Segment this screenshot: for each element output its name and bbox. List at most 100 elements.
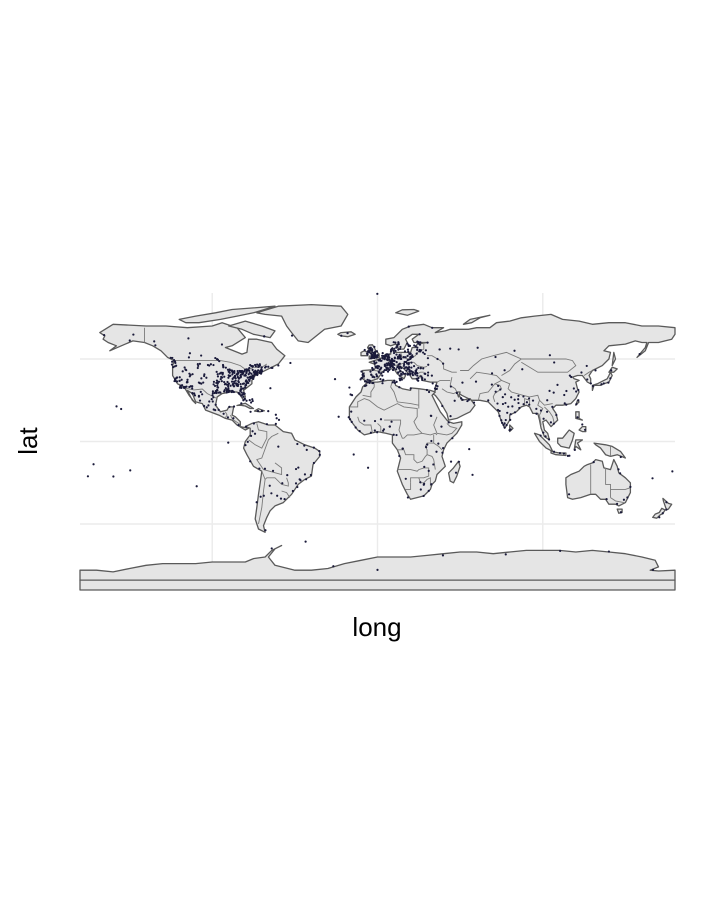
- data-point: [212, 396, 215, 399]
- data-point: [247, 373, 250, 376]
- data-point: [388, 425, 391, 428]
- country-borders: [144, 327, 631, 525]
- data-point: [379, 378, 382, 381]
- data-point: [671, 470, 674, 473]
- data-point: [196, 363, 199, 366]
- data-point: [245, 380, 248, 383]
- data-point: [366, 353, 369, 356]
- data-point: [375, 361, 378, 364]
- country-border: [416, 371, 424, 375]
- data-point: [249, 434, 253, 437]
- data-point: [607, 550, 610, 553]
- data-point: [305, 448, 308, 452]
- data-point: [416, 374, 419, 377]
- data-point: [392, 433, 395, 436]
- data-point: [350, 410, 353, 413]
- data-point: [260, 366, 263, 369]
- data-point: [497, 384, 500, 387]
- data-point: [254, 369, 257, 372]
- data-point: [232, 376, 235, 379]
- landmass-arctic-islands-1: [178, 305, 276, 324]
- data-point: [619, 455, 622, 459]
- landmasses: [79, 303, 676, 591]
- data-point: [260, 370, 264, 373]
- data-point: [267, 410, 270, 413]
- data-point: [277, 418, 281, 421]
- data-point: [414, 369, 417, 373]
- data-point: [509, 428, 512, 431]
- data-point: [503, 393, 507, 396]
- data-point: [175, 376, 179, 379]
- data-point: [385, 358, 389, 361]
- data-point: [256, 373, 259, 377]
- data-point: [263, 467, 267, 470]
- data-point: [407, 358, 410, 361]
- data-point: [432, 463, 435, 466]
- data-point: [219, 391, 222, 394]
- data-point: [427, 489, 430, 492]
- data-point: [617, 468, 620, 471]
- data-point: [191, 373, 194, 376]
- data-point: [427, 363, 430, 366]
- country-border: [544, 406, 555, 424]
- data-point: [251, 399, 254, 403]
- data-point: [220, 380, 223, 383]
- data-point: [395, 353, 398, 356]
- data-point: [376, 292, 379, 295]
- data-point: [388, 358, 391, 361]
- data-point: [258, 364, 262, 367]
- data-point: [392, 359, 395, 362]
- data-point: [216, 382, 219, 385]
- data-point: [191, 387, 194, 390]
- data-point: [411, 355, 414, 359]
- data-point: [227, 383, 230, 386]
- data-point: [198, 362, 201, 365]
- data-point: [360, 370, 363, 373]
- data-point: [224, 387, 227, 390]
- data-point: [441, 554, 445, 557]
- data-point: [251, 430, 254, 433]
- data-point: [232, 417, 235, 420]
- data-point: [363, 380, 367, 383]
- data-point: [442, 447, 445, 450]
- data-point: [263, 335, 266, 338]
- data-point: [199, 390, 202, 393]
- data-point: [180, 384, 183, 387]
- data-point: [419, 488, 422, 491]
- data-point: [215, 391, 218, 395]
- data-point: [239, 385, 243, 388]
- data-point: [622, 498, 626, 501]
- data-point: [395, 433, 398, 437]
- data-point: [232, 382, 235, 385]
- data-point: [409, 373, 412, 376]
- data-point: [373, 419, 377, 423]
- data-point: [178, 379, 181, 382]
- data-point: [275, 417, 278, 420]
- data-point: [421, 378, 424, 382]
- data-point: [570, 375, 573, 379]
- data-point: [197, 395, 201, 398]
- data-point: [392, 351, 396, 355]
- data-point: [510, 396, 513, 399]
- data-point: [419, 350, 422, 353]
- data-point: [393, 379, 396, 382]
- data-point: [363, 348, 366, 352]
- landmass-novaya-zemlya: [462, 314, 491, 325]
- data-point: [400, 366, 403, 370]
- data-point: [373, 352, 376, 356]
- landmass-africa: [348, 379, 463, 500]
- data-point: [226, 380, 229, 384]
- data-point: [297, 466, 300, 469]
- data-point: [437, 442, 440, 445]
- data-point: [457, 460, 461, 463]
- data-point: [426, 374, 430, 377]
- data-point: [421, 377, 424, 380]
- data-point: [224, 366, 227, 369]
- data-point: [503, 426, 506, 429]
- country-border: [436, 379, 451, 383]
- data-point: [230, 380, 234, 383]
- landmass-sakhalin: [611, 351, 617, 367]
- data-point: [235, 382, 238, 385]
- data-point: [449, 414, 452, 418]
- data-point: [427, 371, 430, 374]
